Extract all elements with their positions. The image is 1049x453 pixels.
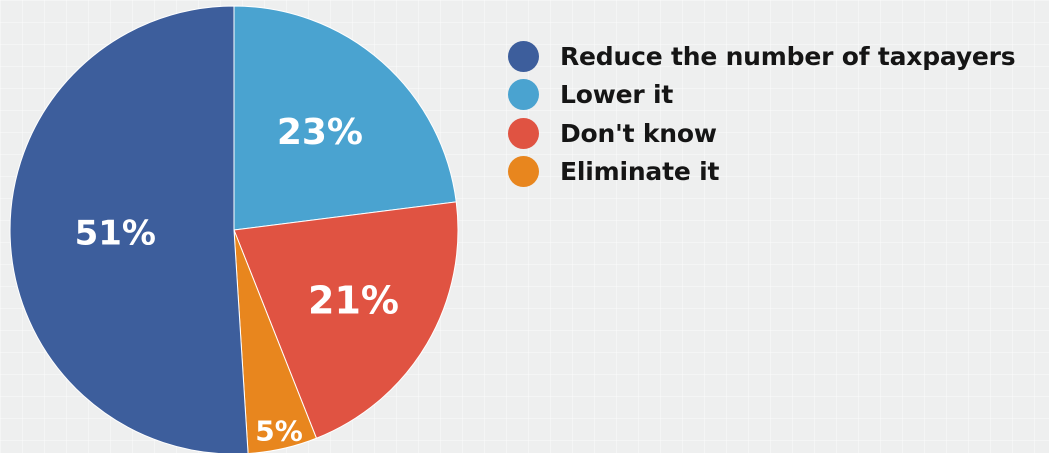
legend-swatch-dont-know (508, 118, 539, 149)
legend-label-dont-know: Don't know (560, 119, 717, 148)
legend-swatch-lower (508, 79, 539, 110)
legend: Reduce the number of taxpayers Lower it … (508, 37, 1015, 191)
legend-item-reduce: Reduce the number of taxpayers (508, 37, 1015, 76)
legend-item-lower: Lower it (508, 76, 1015, 115)
legend-swatch-eliminate (508, 156, 539, 187)
legend-label-reduce: Reduce the number of taxpayers (560, 42, 1015, 71)
legend-item-eliminate: Eliminate it (508, 153, 1015, 192)
legend-swatch-reduce (508, 41, 539, 72)
slice-label-lower: 23% (277, 112, 363, 153)
slice-label-dont-know: 21% (308, 279, 399, 323)
legend-item-dont-know: Don't know (508, 114, 1015, 153)
slice-label-eliminate: 5% (255, 415, 303, 448)
slice-label-reduce: 51% (75, 214, 156, 254)
legend-label-lower: Lower it (560, 80, 673, 109)
legend-label-eliminate: Eliminate it (560, 157, 719, 186)
